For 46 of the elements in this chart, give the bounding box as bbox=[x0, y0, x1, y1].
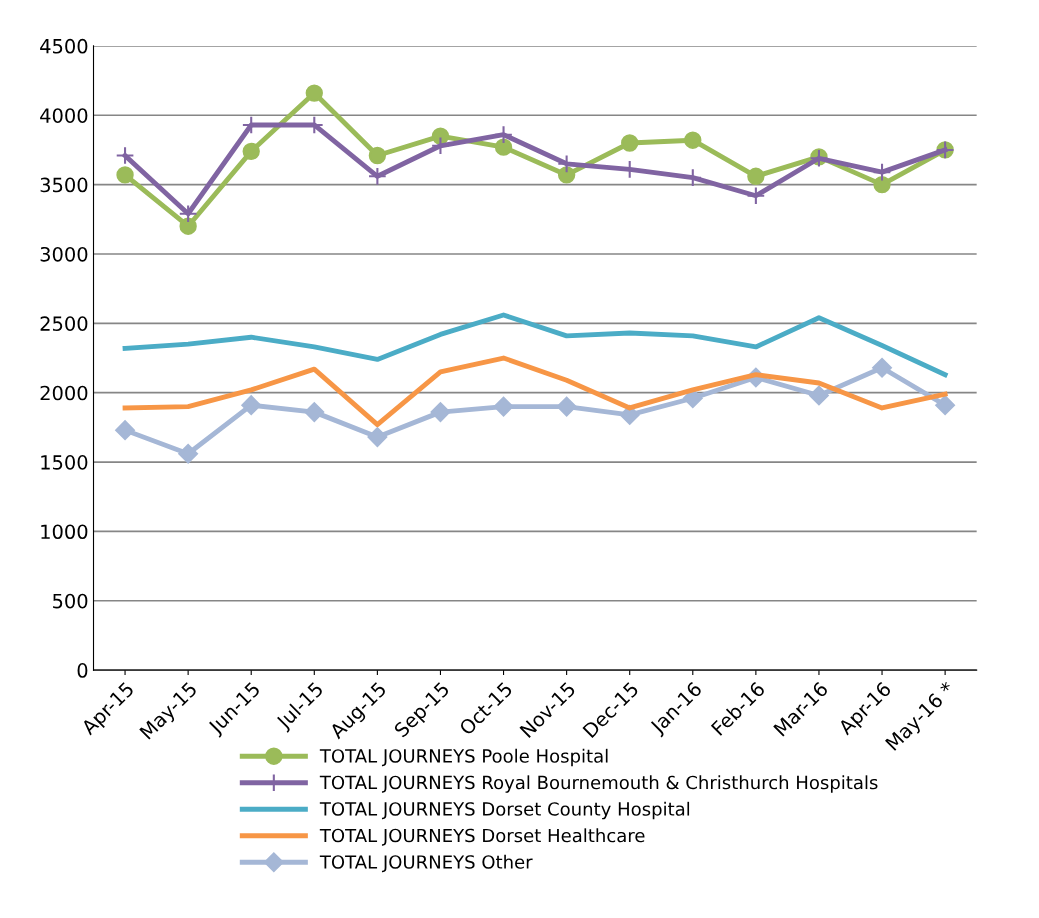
point bbox=[621, 134, 639, 152]
point bbox=[305, 84, 323, 102]
legend-label: TOTAL JOURNEYS Royal Bournemouth & Christhurch Hospitals bbox=[319, 775, 878, 793]
point bbox=[242, 142, 260, 161]
point bbox=[368, 166, 387, 186]
point bbox=[115, 420, 135, 441]
point bbox=[116, 166, 134, 184]
point bbox=[873, 175, 891, 194]
point bbox=[872, 162, 892, 182]
point bbox=[557, 154, 576, 174]
point bbox=[493, 396, 514, 417]
y-tick-label: 4000 bbox=[40, 108, 88, 123]
y-tick-label: 2000 bbox=[40, 385, 88, 401]
point bbox=[115, 146, 135, 165]
point bbox=[556, 396, 577, 417]
y-tick-label: 500 bbox=[53, 593, 88, 609]
legend-label: TOTAL JOURNEYS Other bbox=[319, 854, 533, 873]
legend-label: TOTAL JOURNEYS Dorset Healthcare bbox=[319, 828, 645, 846]
y-tick-label: 3000 bbox=[40, 246, 88, 262]
point bbox=[241, 395, 262, 416]
point bbox=[747, 167, 765, 185]
point bbox=[494, 125, 513, 145]
point bbox=[872, 357, 892, 378]
legend-label: TOTAL JOURNEYS Poole Hospital bbox=[319, 748, 608, 767]
line-series bbox=[122, 312, 948, 378]
y-tick-label: 1500 bbox=[41, 455, 88, 470]
point bbox=[368, 146, 387, 165]
y-tick-label: 1000 bbox=[41, 524, 88, 540]
y-tick-label: 4500 bbox=[40, 38, 88, 54]
point bbox=[494, 138, 513, 156]
point bbox=[367, 427, 388, 447]
point bbox=[304, 402, 325, 422]
y-tick-label: 0 bbox=[77, 663, 88, 678]
point bbox=[430, 402, 451, 422]
point bbox=[179, 217, 197, 235]
point bbox=[178, 204, 198, 224]
point bbox=[684, 131, 702, 149]
point bbox=[431, 136, 450, 156]
point bbox=[935, 395, 955, 416]
point bbox=[809, 385, 829, 406]
point bbox=[557, 166, 576, 184]
legend-label: TOTAL JOURNEYS Dorset County Hospital bbox=[319, 801, 690, 820]
y-tick-label: 2500 bbox=[40, 316, 88, 331]
y-tick-label: 3500 bbox=[40, 177, 88, 193]
point bbox=[178, 443, 199, 464]
point bbox=[746, 186, 766, 206]
